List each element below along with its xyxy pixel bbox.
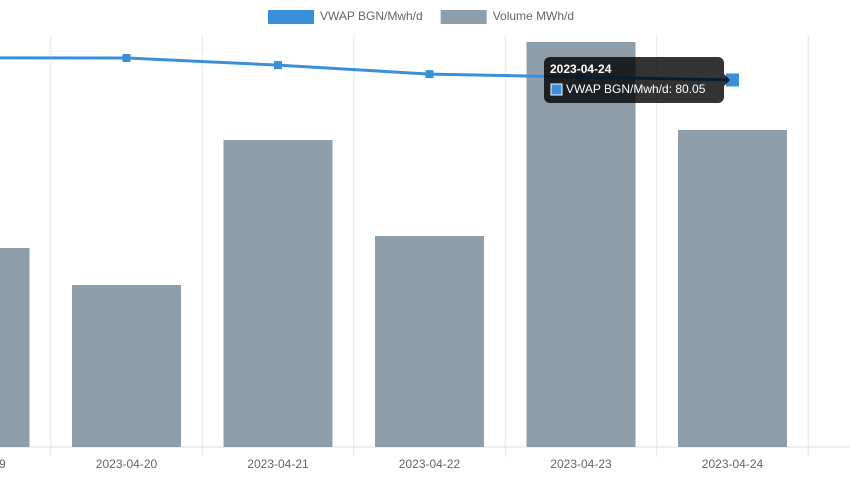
bar	[375, 236, 484, 447]
tooltip-swatch	[550, 83, 563, 96]
tooltip-title: 2023-04-24	[550, 62, 612, 76]
bar	[223, 140, 333, 447]
tooltip-caret	[724, 74, 730, 86]
line-point	[425, 70, 434, 79]
x-tick-label: 2023-04-24	[702, 457, 764, 471]
bar	[526, 42, 636, 447]
line-point	[122, 54, 131, 63]
bar	[72, 285, 181, 447]
legend-label: Volume MWh/d	[493, 9, 574, 23]
x-tick-label: 2023-04-21	[247, 457, 309, 471]
x-tick-label: 2023-04-23	[550, 457, 612, 471]
bar	[0, 248, 30, 447]
legend-swatch	[268, 10, 314, 24]
bar	[678, 130, 787, 447]
legend-label: VWAP BGN/Mwh/d	[320, 9, 423, 23]
line-point	[726, 73, 739, 87]
tooltip: 2023-04-24 VWAP BGN/Mwh/d: 80.05	[544, 57, 730, 103]
tooltip-box	[544, 57, 724, 103]
line-point	[274, 61, 282, 70]
x-tick-label: 2023-04-20	[96, 457, 158, 471]
x-tick-label: 2023-04-19	[0, 457, 6, 471]
x-tick-label: 2023-04-22	[399, 457, 461, 471]
tooltip-label: VWAP BGN/Mwh/d: 80.05	[566, 82, 706, 96]
legend-swatch	[440, 10, 487, 24]
